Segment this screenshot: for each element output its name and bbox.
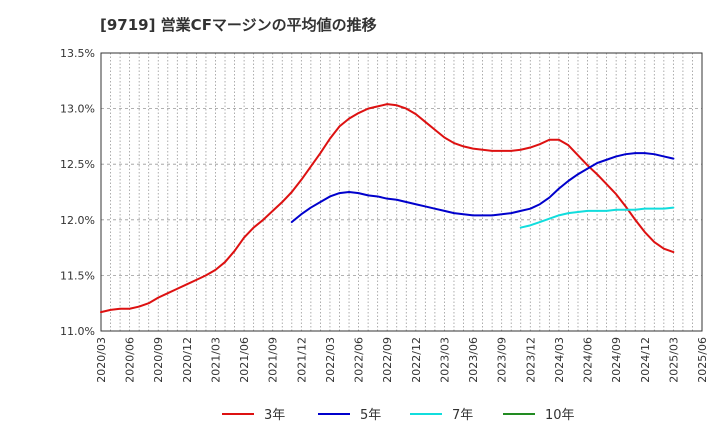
x-tick-label: 2020/12	[181, 337, 194, 383]
y-tick-label: 13.5%	[60, 47, 95, 60]
x-tick-label: 2020/06	[124, 337, 137, 383]
x-tick-label: 2024/09	[610, 337, 623, 383]
legend-label: 5年	[360, 408, 381, 423]
y-tick-label: 11.5%	[60, 269, 95, 282]
x-tick-label: 2021/03	[209, 337, 222, 383]
x-tick-label: 2022/12	[410, 337, 423, 383]
plot-area	[101, 53, 702, 331]
x-tick-label: 2024/12	[639, 337, 652, 383]
y-tick-label: 11.0%	[60, 325, 95, 338]
x-tick-label: 2025/03	[667, 337, 680, 383]
x-tick-label: 2023/12	[524, 337, 537, 383]
x-tick-label: 2023/09	[496, 337, 509, 383]
x-tick-label: 2022/03	[324, 337, 337, 383]
y-tick-label: 12.0%	[60, 214, 95, 227]
legend-label: 10年	[545, 408, 575, 423]
plot-border	[100, 52, 703, 332]
x-tick-label: 2022/06	[353, 337, 366, 383]
x-tick-label: 2024/06	[582, 337, 595, 383]
x-tick-label: 2021/12	[295, 337, 308, 383]
y-tick-label: 13.0%	[60, 103, 95, 116]
series-line-3年	[100, 103, 675, 314]
x-tick-label: 2025/06	[696, 337, 709, 383]
x-tick-label: 2022/09	[381, 337, 394, 383]
legend-label: 3年	[264, 408, 285, 423]
x-tick-label: 2024/03	[553, 337, 566, 383]
x-tick-label: 2021/06	[238, 337, 251, 383]
x-tick-label: 2020/03	[95, 337, 108, 383]
series-line-7年	[519, 206, 675, 229]
x-tick-label: 2023/03	[438, 337, 451, 383]
y-tick-label: 12.5%	[60, 158, 95, 171]
x-tick-label: 2020/09	[152, 337, 165, 383]
series-line-5年	[290, 152, 675, 224]
chart-title: [9719] 営業CFマージンの平均値の推移	[100, 16, 377, 34]
x-tick-label: 2021/09	[267, 337, 280, 383]
legend-label: 7年	[452, 408, 473, 423]
x-tick-label: 2023/06	[467, 337, 480, 383]
